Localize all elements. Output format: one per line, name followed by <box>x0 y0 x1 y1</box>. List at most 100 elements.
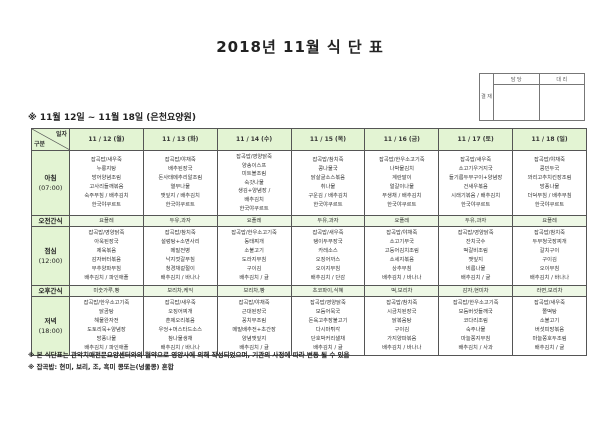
menu-item: 닭살굴소스볶음 <box>310 175 346 182</box>
diagonal-line <box>32 129 70 150</box>
row-label: 점심 (12:00) <box>31 226 70 287</box>
menu-cell: 잡곡밥/한우소고기죽 나박물김치 계란말이 얼갈이나물 무생채 / 배추김치 한국야쿠르트 <box>364 149 440 217</box>
menu-item: 배추김치 / 귤 <box>313 345 343 352</box>
menu-cell: 감자,현미차 <box>438 285 514 298</box>
corner-category-label: 구분 <box>34 141 46 148</box>
menu-item: 생김+양념장 / <box>237 188 271 195</box>
menu-item: 방어양념조림 <box>91 175 122 182</box>
menu-cell: 잡곡밥/참치죽 시금치된장국 닭볶음탕 구이김 가지양파볶음 배추김치 / 바나나 <box>364 296 440 357</box>
row-label: 아침 (07:00) <box>31 149 70 217</box>
menu-item: 고사리들깨볶음 <box>89 184 124 191</box>
menu-item: 잡곡밥/새우죽 <box>164 300 196 307</box>
menu-cell: 요플레 <box>69 215 144 228</box>
menu-item: 참나물생채 <box>168 336 193 343</box>
meal-name: 저녁 <box>44 317 57 326</box>
menu-item: 잡곡밥/새우죽 <box>534 300 566 307</box>
menu-item: 고등어김치조림 <box>384 248 419 255</box>
menu-cell: 요플레 <box>216 215 292 228</box>
menu-item: 한국야쿠르트 <box>461 202 491 209</box>
menu-item: 탱이두부장국 <box>313 239 343 246</box>
row-label: 저녁 (18:00) <box>31 296 70 357</box>
meal-row: 아침 (07:00) 잡곡밥/새우죽 누룽지탕 방어양념조림 고사리들깨볶음 숙주무침 / … <box>31 149 587 217</box>
menu-item: 청경채겉절이 <box>165 266 195 273</box>
menu-item: 아욱된장국 <box>94 239 119 246</box>
menu-item: 한국야쿠르트 <box>313 202 343 209</box>
header-row: 일자 구분 11 / 12 (월) 11 / 13 (화) 11 / 14 (수) 1… <box>31 128 587 151</box>
page-title: 2018년 11월 식 단 표 <box>216 38 384 56</box>
menu-item: 소고기우거지국 <box>458 166 493 173</box>
menu-cell: 잡곡밥/새우죽 쫄떡탕 소불고기 버섯피망볶음 마늘쫑호두조림 배추김치 / 귤 <box>512 296 587 357</box>
snack-row: 오후간식 미숫가루,빵 보리차,케익 보리차,빵 초코파이,식혜 떡,보리차 감자,현미차 라… <box>31 285 587 298</box>
menu-item: 한국야쿠르트 <box>239 205 269 212</box>
menu-item: 해물완자전 <box>94 318 119 325</box>
menu-cell: 잡곡밥/영양닭죽 잔치국수 떡갈비조림 깻잎지 비름나물 배추김치 / 귤 <box>438 226 514 287</box>
menu-item: 잡곡밥/야채죽 <box>386 230 418 237</box>
day-header: 11 / 17 (토) <box>438 128 514 151</box>
menu-item: 더덕무침 / 배추무침 <box>527 193 572 200</box>
menu-item: 배추김치 / 파인애플 <box>84 275 129 282</box>
corner-cell: 일자 구분 <box>31 128 70 151</box>
menu-cell: 잡곡밥/새우죽 소고기우거지국 들기름두부구이+양념장 건새우볶음 시래기볶음 / 배추… <box>438 149 514 217</box>
menu-item: 제육볶음 <box>96 248 117 255</box>
menu-cell: 두유,과자 <box>142 215 218 228</box>
day-header: 11 / 14 (수) <box>216 128 292 151</box>
menu-item: 두부청국장찌개 <box>532 239 567 246</box>
day-header: 11 / 12 (월) <box>69 128 144 151</box>
menu-item: 잡곡밥/영양닭죽 <box>457 230 494 237</box>
menu-item: 낙지젓갈무침 <box>165 257 195 264</box>
meal-row: 점심 (12:00) 잡곡밥/영양닭죽 아욱된장국 제육볶음 감자버터볶음 부추양파무침 배추… <box>31 226 587 287</box>
menu-item: 한국야쿠르트 <box>165 202 195 209</box>
menu-item: 미트볼조림 <box>241 171 267 178</box>
menu-cell: 잡곡밥/한우소고기죽 동태찌개 소불고기 도라지무침 구이김 배추김치 / 귤 <box>216 226 292 287</box>
menu-item: 잡곡밥/한우소고기죽 <box>452 300 499 307</box>
menu-item: 도토리묵+양념장 <box>87 327 126 334</box>
meal-time: (07:00) <box>38 184 63 193</box>
approval-col-deputy: 대 리 <box>538 73 585 85</box>
period-heading: ※ 11월 12일 ~ 11월 18일 (은천요양원) <box>28 113 196 123</box>
snack-row: 오전간식 요플레 두유,과자 요플레 두유,과자 요플레 두유,과자 요플레 <box>31 215 587 228</box>
menu-item: 잡곡밥/야채죽 <box>534 157 566 164</box>
menu-item: 배추김치 / 귤 <box>460 275 491 282</box>
menu-item: 우엉+머스타드소스 <box>158 327 202 334</box>
menu-item: 마늘쫑호두조림 <box>532 336 567 343</box>
menu-item: 잡곡밥/영양닭죽 <box>88 230 125 237</box>
menu-cell: 두유,과자 <box>438 215 514 228</box>
menu-cell: 잡곡밥/참치죽 두부청국장찌개 갈치구이 구이김 오이무침 배추김치 / 바나나 <box>512 226 587 287</box>
menu-item: 배추김치 / 귤 <box>239 345 269 352</box>
meal-time: (12:00) <box>38 257 63 266</box>
menu-item: 잡곡밥/한우소고기죽 <box>231 230 277 237</box>
menu-item: 소세지볶음 <box>389 257 414 264</box>
menu-item: 근대된장국 <box>241 309 267 316</box>
menu-item: 도라지무침 <box>241 257 267 264</box>
menu-item: 숙주무침 / 배추김치 <box>84 193 129 200</box>
menu-item: 한국야쿠르트 <box>534 202 565 209</box>
menu-item: 소불고기 <box>244 248 264 255</box>
menu-item: 소불고기 <box>539 318 560 325</box>
menu-item: 한국야쿠르트 <box>91 202 122 209</box>
approval-label: 결 재 <box>479 73 494 121</box>
menu-item: 배추김치 / 사과 <box>458 345 493 352</box>
row-label: 오전간식 <box>31 215 70 228</box>
approval-sign-manager <box>493 84 540 121</box>
meal-name: 오후간식 <box>38 287 63 296</box>
menu-item: 닭곰탕 <box>99 309 114 316</box>
menu-item: 비름나물 <box>465 266 486 273</box>
menu-item: 잡곡밥/한우소고기죽 <box>378 157 425 164</box>
menu-item: 카레소스 <box>318 248 338 255</box>
menu-item: 잡곡밥/영양닭죽 <box>236 154 273 160</box>
menu-item: 설렁탕+소면사리 <box>160 239 200 246</box>
menu-item: 누룽지탕 <box>96 166 117 173</box>
menu-item: 들기름두부구이+양념장 <box>449 175 503 182</box>
menu-item: 잡곡밥/참치죽 <box>164 230 196 237</box>
menu-cell: 라면,보리차 <box>512 285 587 298</box>
day-header: 11 / 15 (목) <box>290 128 366 151</box>
menu-item: 잡곡밥/참치죽 <box>312 157 344 164</box>
menu-item: 양념깻잎지 <box>241 336 267 343</box>
menu-item: 상추무침 <box>392 266 412 273</box>
menu-item: 잔치국수 <box>465 239 486 246</box>
menu-item: 오징어찌개 <box>168 309 193 316</box>
menu-item: 감자버터볶음 <box>91 257 122 264</box>
menu-cell: 잡곡밥/새우죽 오징어찌개 훈제오리볶음 우엉+머스타드소스 참나물생채 배추김치 / 바… <box>142 296 218 357</box>
menu-item: 다시마튀각 <box>315 327 341 334</box>
menu-item: 배추김치 / 파인애플 <box>84 345 129 352</box>
